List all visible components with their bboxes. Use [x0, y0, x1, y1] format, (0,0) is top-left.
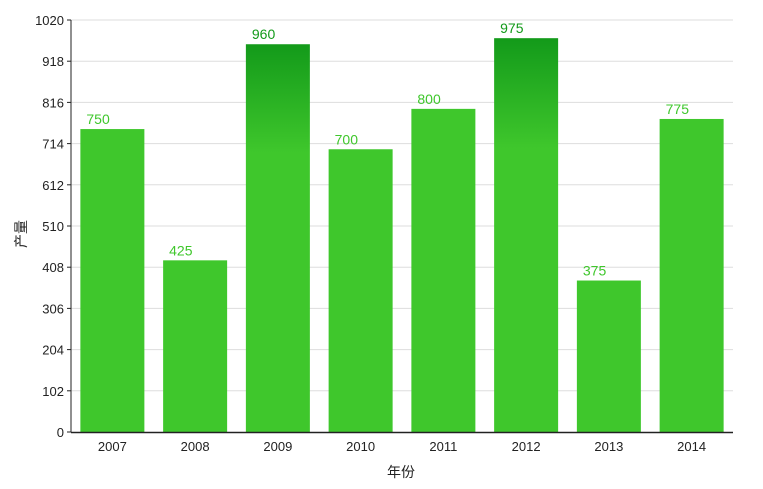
data-label: 375 [583, 263, 607, 279]
y-tick-label: 102 [42, 384, 64, 399]
bar [163, 260, 228, 432]
x-tick-label: 2013 [594, 439, 623, 454]
x-tick-label: 2008 [181, 439, 210, 454]
labels: 0 102 204 306 408 510 612 714 816 918 1020 750 2007 4… [35, 13, 706, 454]
y-tick-label: 714 [42, 137, 64, 152]
bar [494, 38, 559, 432]
bar [80, 129, 145, 432]
y-tick-label: 816 [42, 95, 64, 110]
axes [67, 19, 733, 434]
x-tick-label: 2011 [429, 439, 457, 454]
data-label: 750 [86, 111, 110, 127]
data-label: 425 [169, 242, 193, 258]
x-tick-label: 2009 [263, 439, 292, 454]
x-tick-label: 2012 [512, 439, 541, 454]
y-tick-label: 306 [42, 301, 64, 316]
data-label: 800 [417, 91, 441, 107]
data-label: 700 [335, 131, 359, 147]
y-tick-label: 918 [42, 54, 64, 69]
x-tick-label: 2014 [677, 439, 706, 454]
bar [659, 118, 724, 432]
y-tick-label: 0 [57, 425, 64, 440]
y-tick-label: 510 [42, 219, 64, 234]
x-tick-label: 2010 [346, 439, 375, 454]
bars [80, 38, 724, 433]
bar [411, 108, 476, 433]
y-tick-label: 1020 [35, 13, 64, 28]
y-axis-title: 产量 [14, 220, 30, 248]
bar [328, 149, 393, 433]
bar [576, 280, 641, 432]
y-tick-label: 612 [42, 178, 64, 193]
x-axis-title: 年份 [387, 465, 415, 481]
y-tick-label: 408 [42, 260, 64, 275]
x-tick-label: 2007 [98, 439, 127, 454]
data-label: 775 [666, 101, 690, 117]
data-label: 960 [252, 26, 276, 42]
data-label: 975 [500, 20, 524, 36]
bar [245, 44, 310, 433]
y-tick-label: 204 [42, 343, 64, 358]
